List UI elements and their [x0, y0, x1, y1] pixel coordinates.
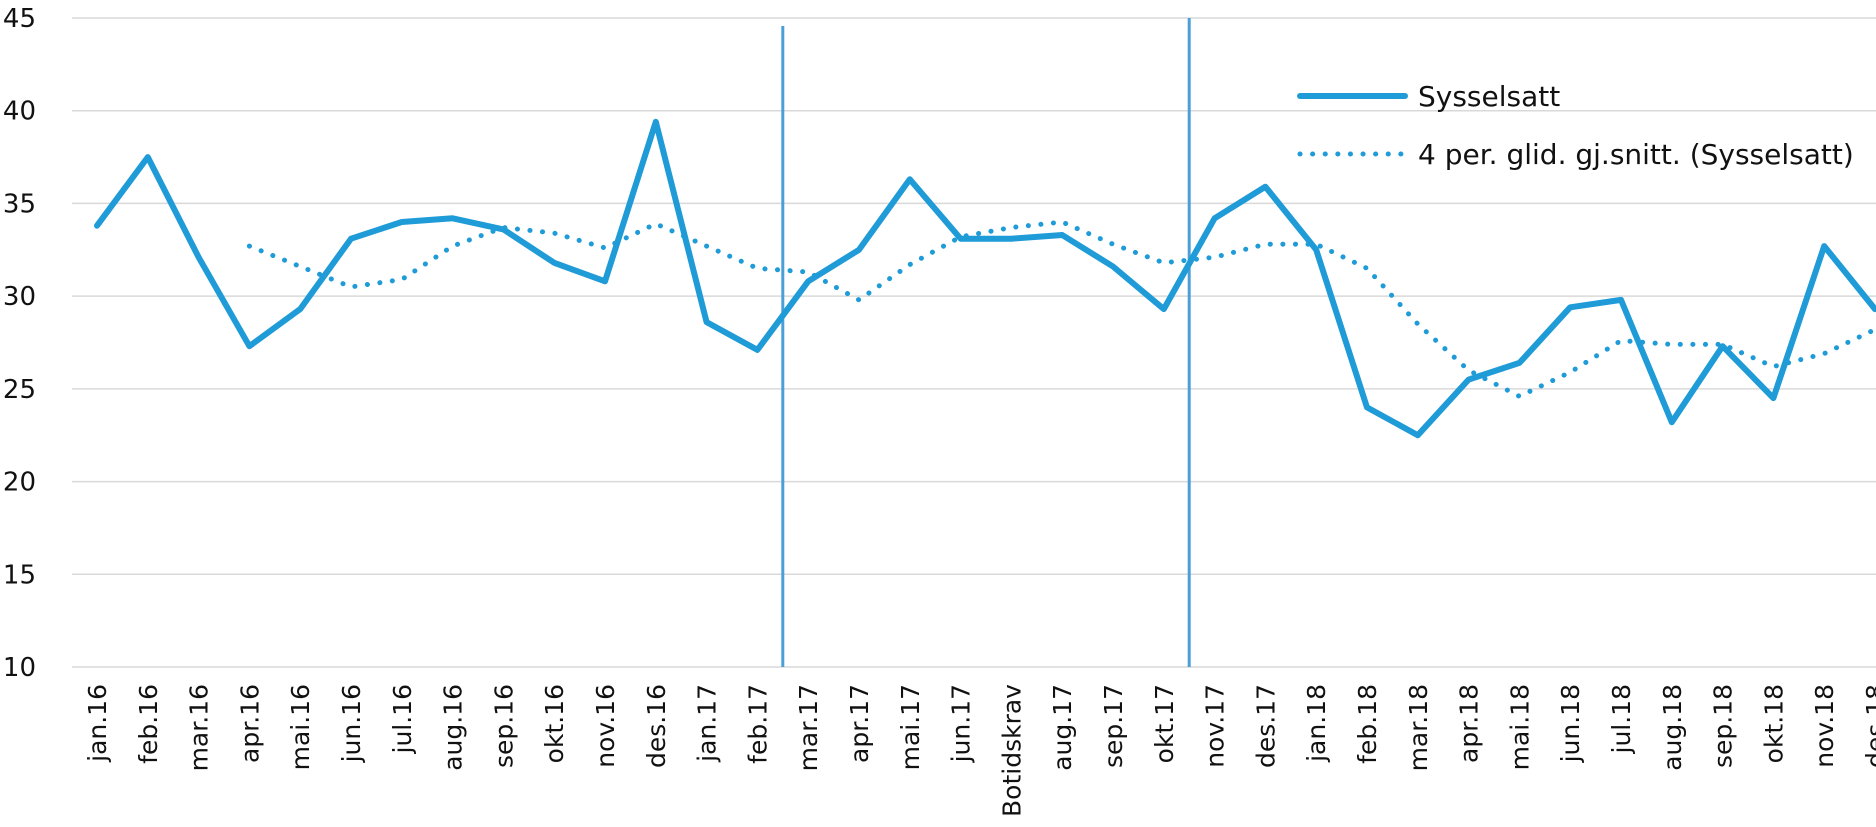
y-tick-label: 15 — [3, 560, 36, 590]
y-tick-label: 20 — [3, 468, 36, 498]
x-tick-label: sep.16 — [489, 684, 518, 768]
y-tick-label: 35 — [3, 189, 36, 219]
y-axis-ticks: 10 15 20 25 30 35 40 45 — [3, 4, 36, 683]
x-tick-label: mai.17 — [896, 684, 925, 770]
data-point-moving-average — [806, 270, 810, 274]
legend: Sysselsatt 4 per. glid. gj.snitt. (Sysse… — [1297, 80, 1854, 171]
x-tick-label: aug.17 — [1048, 684, 1077, 771]
x-tick-label: jan.16 — [83, 684, 112, 763]
x-tick-label: des.17 — [1251, 684, 1280, 768]
x-axis-ticks: jan.16 feb.16 mar.16 apr.16 mai.16 jun.16 jul.… — [83, 684, 1876, 817]
vertical-markers — [781, 18, 1191, 667]
x-tick-label: mar.17 — [794, 684, 823, 771]
data-point-moving-average — [349, 285, 353, 289]
x-tick-label: okt.16 — [540, 684, 569, 763]
y-tick-label: 10 — [3, 653, 36, 683]
x-tick-label: apr.16 — [235, 684, 264, 763]
x-tick-label: jun.18 — [1556, 684, 1585, 763]
series-lines — [94, 118, 1876, 439]
x-tick-label: jul.18 — [1607, 684, 1636, 755]
x-tick-label: des.18 — [1861, 684, 1876, 768]
x-tick-label: mai.16 — [286, 684, 315, 770]
x-tick-label: jul.16 — [388, 684, 417, 755]
x-tick-label: sep.18 — [1709, 684, 1738, 768]
x-tick-label: aug.18 — [1658, 684, 1687, 771]
data-point-moving-average — [654, 222, 658, 226]
data-point-moving-average — [451, 244, 455, 248]
x-tick-label: apr.17 — [845, 684, 874, 763]
legend-label-moving-average: 4 per. glid. gj.snitt. (Sysselsatt) — [1418, 138, 1854, 171]
x-tick-label: nov.16 — [591, 684, 620, 768]
data-point-moving-average — [1213, 255, 1217, 259]
x-tick-label: mai.18 — [1505, 684, 1534, 770]
x-tick-label: Botidskrav — [997, 684, 1026, 817]
data-point-moving-average — [1009, 226, 1013, 230]
data-point-moving-average — [1162, 261, 1166, 265]
x-tick-label: des.16 — [642, 684, 671, 768]
data-point-moving-average — [298, 264, 302, 268]
x-tick-label: feb.18 — [1353, 684, 1382, 764]
x-tick-label: mar.18 — [1404, 684, 1433, 771]
legend-label-sysselsatt: Sysselsatt — [1418, 80, 1560, 113]
x-tick-label: nov.17 — [1201, 684, 1230, 768]
y-tick-label: 45 — [3, 4, 36, 34]
series-line-moving-average — [246, 219, 1876, 400]
y-tick-label: 30 — [3, 282, 36, 312]
x-tick-label: feb.17 — [743, 684, 772, 764]
x-tick-label: nov.18 — [1810, 684, 1839, 768]
x-tick-label: mar.16 — [185, 684, 214, 771]
data-point-moving-average — [755, 266, 759, 270]
x-tick-label: apr.18 — [1455, 684, 1484, 763]
x-tick-label: aug.16 — [439, 684, 468, 771]
x-tick-label: sep.17 — [1099, 684, 1128, 768]
x-tick-label: jan.18 — [1302, 684, 1331, 763]
x-tick-label: jun.16 — [337, 684, 366, 763]
x-tick-label: okt.17 — [1150, 684, 1179, 763]
data-point-moving-average — [1467, 368, 1471, 372]
x-tick-label: jun.17 — [947, 684, 976, 763]
y-tick-label: 25 — [3, 375, 36, 405]
data-point-moving-average — [1670, 342, 1674, 346]
data-point-moving-average — [1263, 242, 1267, 246]
series-line-sysselsatt — [94, 118, 1876, 439]
gridlines — [72, 17, 1876, 668]
x-tick-label: jan.17 — [693, 684, 722, 763]
x-tick-label: okt.18 — [1759, 684, 1788, 763]
x-tick-label: feb.16 — [134, 684, 163, 764]
data-point-moving-average — [1568, 370, 1572, 374]
y-tick-label: 40 — [3, 97, 36, 127]
